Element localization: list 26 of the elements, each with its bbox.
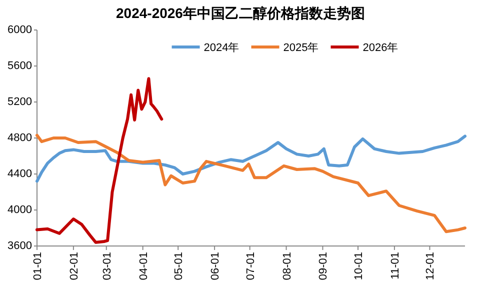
chart-title: 2024-2026年中国乙二醇价格指数走势图 xyxy=(116,5,365,21)
x-tick-label: 09-01 xyxy=(318,252,330,280)
x-tick-label: 01-01 xyxy=(32,252,44,280)
x-tick-label: 03-01 xyxy=(101,252,114,280)
x-tick-label: 08-01 xyxy=(281,252,294,280)
x-tick-label: 02-01 xyxy=(68,252,80,280)
y-tick-label: 4800 xyxy=(8,132,32,144)
x-tick-label: 06-01 xyxy=(210,252,222,280)
x-tick-label: 11-01 xyxy=(389,252,402,280)
line-series xyxy=(36,77,164,244)
y-tick-label: 5600 xyxy=(8,60,32,72)
y-tick-label: 6000 xyxy=(8,24,32,36)
y-tick-label: 3600 xyxy=(8,240,32,252)
x-tick-label: 04-01 xyxy=(138,252,150,280)
y-tick-label: 4000 xyxy=(8,204,32,216)
x-tick-label: 12-01 xyxy=(424,252,437,280)
x-tick-label: 10-01 xyxy=(353,252,365,280)
y-tick-label: 5200 xyxy=(8,96,32,108)
x-tick-label: 07-01 xyxy=(244,252,257,280)
line-series xyxy=(36,134,466,183)
x-tick-label: 05-01 xyxy=(173,252,186,280)
legend-label: 2025年 xyxy=(283,42,319,54)
legend-label: 2024年 xyxy=(204,42,240,54)
y-tick-label: 4400 xyxy=(8,168,32,180)
line-series xyxy=(36,134,466,234)
legend-label: 2026年 xyxy=(362,42,398,54)
